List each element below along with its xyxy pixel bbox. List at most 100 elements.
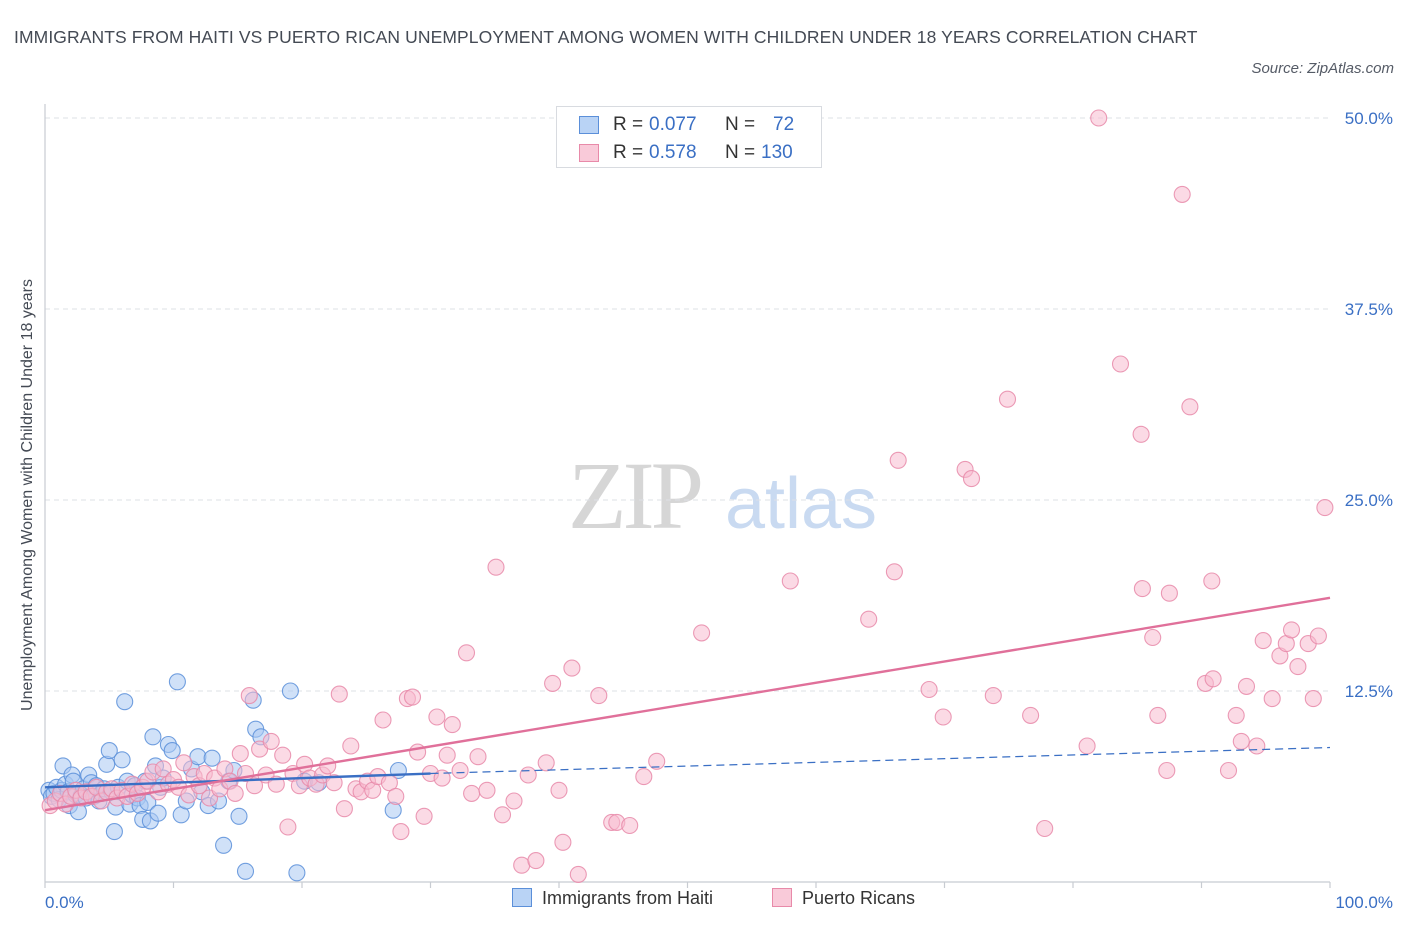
legend-r-label: R = xyxy=(613,114,644,135)
y-tick-label: 25.0% xyxy=(1345,491,1393,510)
puerto-rican-point xyxy=(325,774,343,792)
puerto-rican-point xyxy=(451,761,469,780)
puerto-rican-point xyxy=(342,737,360,755)
puerto-rican-point xyxy=(519,766,537,784)
puerto-rican-point xyxy=(245,777,264,795)
y-tick-label: 37.5% xyxy=(1345,300,1393,319)
puerto-rican-point xyxy=(274,746,292,764)
puerto-rican-point xyxy=(428,708,446,726)
puerto-rican-point xyxy=(569,865,587,883)
puerto-rican-point xyxy=(781,572,799,590)
puerto-rican-point xyxy=(693,624,711,642)
puerto-rican-point xyxy=(1160,584,1178,602)
puerto-rican-point xyxy=(493,806,512,824)
puerto-rican-point xyxy=(1181,398,1199,416)
puerto-rican-point xyxy=(1254,632,1272,650)
puerto-rican-point xyxy=(226,784,244,802)
haiti-point xyxy=(281,682,299,700)
puerto-rican-point xyxy=(1316,499,1334,517)
puerto-rican-point xyxy=(433,769,451,787)
haiti-point xyxy=(116,693,134,711)
puerto-rican-point xyxy=(279,818,297,836)
puerto-rican-point xyxy=(1204,670,1222,688)
puerto-rican-point xyxy=(885,563,903,581)
bottom-legend-swatch-puerto-rican xyxy=(772,888,792,907)
puerto-rican-point xyxy=(998,390,1017,408)
puerto-rican-point xyxy=(335,800,353,818)
haiti-trend-extension xyxy=(430,746,1331,775)
trend-lines xyxy=(44,596,1331,812)
puerto-rican-point xyxy=(392,823,410,841)
puerto-rican-point xyxy=(1219,761,1238,780)
puerto-rican-point xyxy=(1149,706,1167,724)
bottom-legend-label-puerto-rican: Puerto Ricans xyxy=(802,888,916,908)
haiti-point xyxy=(105,823,123,841)
x-tick-label: 100.0% xyxy=(1335,893,1393,912)
puerto-rican-point xyxy=(1133,580,1151,598)
puerto-rican-point xyxy=(443,716,461,734)
puerto-rican-point xyxy=(240,687,258,705)
legend-swatch-puerto-rican xyxy=(579,144,599,162)
puerto-rican-point xyxy=(438,746,456,764)
data-points xyxy=(40,109,1334,883)
haiti-point xyxy=(163,742,181,760)
haiti-point xyxy=(215,836,233,854)
haiti-point xyxy=(230,807,248,825)
puerto-rican-point xyxy=(1309,627,1327,645)
legend-r-value: 0.077 xyxy=(649,114,697,135)
puerto-rican-point xyxy=(889,451,907,469)
haiti-point xyxy=(113,751,131,769)
puerto-rican-point xyxy=(1227,706,1245,724)
puerto-rican-point xyxy=(1158,761,1176,780)
puerto-rican-point xyxy=(330,685,348,703)
legend-n-value: 72 xyxy=(773,114,795,135)
grid-lines xyxy=(45,117,1330,692)
puerto-rican-point xyxy=(175,754,193,772)
haiti-point xyxy=(288,864,306,882)
puerto-rican-point xyxy=(554,833,572,851)
haiti-point xyxy=(149,804,167,822)
correlation-legend: R = 0.077 N = 72 R = 0.578 N = 130 xyxy=(556,106,822,168)
legend-n-label: N = xyxy=(725,142,756,163)
puerto-rican-point xyxy=(962,470,981,488)
puerto-rican-point xyxy=(1173,185,1191,203)
puerto-rican-point xyxy=(154,760,172,778)
legend-swatch-haiti xyxy=(579,116,599,134)
puerto-rican-point xyxy=(635,768,653,786)
puerto-rican-point xyxy=(1022,706,1040,724)
x-tick-label: 0.0% xyxy=(45,893,84,912)
puerto-rican-point xyxy=(463,784,481,802)
puerto-rican-point xyxy=(563,659,581,677)
puerto-rican-point xyxy=(920,680,938,699)
haiti-point xyxy=(236,862,255,880)
puerto-rican-point xyxy=(1203,572,1221,590)
haiti-point xyxy=(384,801,402,819)
puerto-rican-point xyxy=(550,781,568,799)
tick-labels: 12.5% 25.0% 37.5% 50.0% 0.0% 100.0% xyxy=(45,109,1393,912)
puerto-rican-point xyxy=(1289,658,1307,676)
puerto-rican-point xyxy=(387,787,405,805)
puerto-rican-point xyxy=(1282,621,1301,639)
puerto-rican-point xyxy=(1144,628,1162,647)
puerto-rican-point xyxy=(1132,425,1150,443)
chart-title: IMMIGRANTS FROM HAITI VS PUERTO RICAN UN… xyxy=(14,27,1198,47)
puerto-rican-point xyxy=(262,732,280,750)
legend-r-value: 0.578 xyxy=(649,142,697,163)
puerto-rican-trend-line xyxy=(44,596,1331,812)
puerto-rican-point xyxy=(537,754,555,772)
puerto-rican-point xyxy=(469,748,487,766)
puerto-rican-point xyxy=(487,558,505,576)
puerto-rican-point xyxy=(621,816,639,835)
puerto-rican-point xyxy=(1078,737,1096,755)
puerto-rican-point xyxy=(403,688,422,706)
puerto-rican-point xyxy=(1237,677,1256,695)
puerto-rican-point xyxy=(374,711,392,729)
puerto-rican-point xyxy=(860,610,878,628)
puerto-rican-point xyxy=(1248,737,1266,755)
puerto-rican-point xyxy=(1111,355,1130,373)
source-note: Source: ZipAtlas.com xyxy=(1251,60,1394,77)
puerto-rican-point xyxy=(1263,690,1281,708)
axes xyxy=(44,104,1331,888)
legend-r-label: R = xyxy=(613,142,644,163)
